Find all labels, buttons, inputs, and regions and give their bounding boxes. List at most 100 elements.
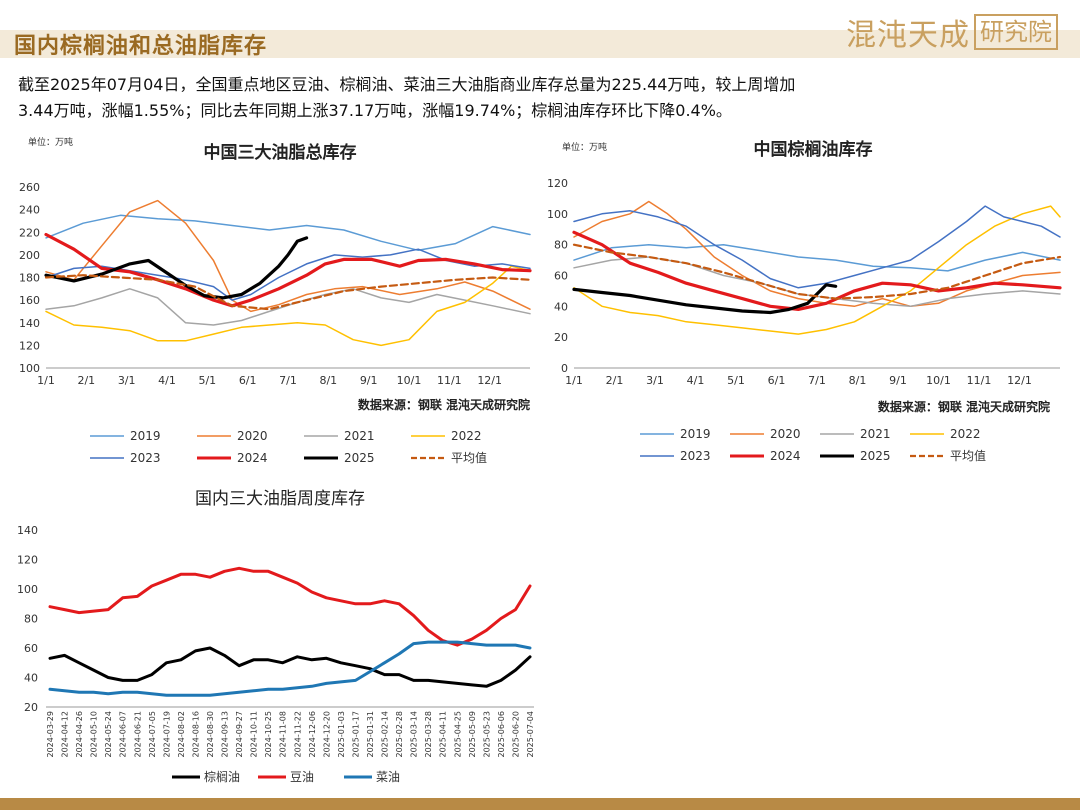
- data-source: 数据来源：钢联 混沌天成研究院: [878, 399, 1050, 414]
- series-line-avg: [572, 243, 1062, 300]
- y-tick-label: 220: [19, 226, 40, 239]
- legend-label: 平均值: [950, 448, 986, 463]
- x-tick-label: 2024-11-08: [279, 711, 288, 758]
- x-tick-label: 4/1: [158, 374, 176, 387]
- y-tick-label: 200: [19, 249, 40, 262]
- page-header: 国内棕榈油和总油脂库存 混沌天成 研究院: [0, 0, 1080, 62]
- legend-label: 2019: [680, 427, 711, 441]
- x-tick-label: 2/1: [606, 374, 624, 387]
- summary-text: 截至2025年07月04日，全国重点地区豆油、棕榈油、菜油三大油脂商业库存总量为…: [18, 72, 1068, 124]
- x-tick-label: 11/1: [967, 374, 992, 387]
- x-tick-label: 8/1: [849, 374, 867, 387]
- legend-label: 2024: [237, 451, 268, 465]
- series-line-2024: [572, 230, 1062, 311]
- x-tick-label: 2025-01-17: [351, 711, 360, 758]
- x-tick-label: 12/1: [1007, 374, 1032, 387]
- x-tick-label: 2024-07-05: [148, 711, 157, 758]
- y-tick-label: 100: [17, 583, 38, 596]
- legend-label: 平均值: [451, 450, 487, 465]
- x-tick-label: 7/1: [808, 374, 826, 387]
- x-tick-label: 2024-12-06: [308, 711, 317, 758]
- y-tick-label: 180: [19, 272, 40, 285]
- y-tick-label: 80: [554, 239, 568, 252]
- y-tick-label: 100: [19, 362, 40, 375]
- data-source: 数据来源：钢联 混沌天成研究院: [358, 397, 530, 412]
- series-line-avg: [44, 274, 532, 311]
- palm-oil-inventory-chart: 中国棕榈油库存 单位：万吨 0 20 40 60 80 100 120 1/1 2/1 3/1 4/1 5…: [547, 139, 1062, 463]
- x-tick-label: 2/1: [77, 374, 95, 387]
- y-tick-label: 20: [554, 331, 568, 344]
- x-tick-label: 2025-07-04: [526, 711, 535, 758]
- legend-label: 菜油: [376, 770, 400, 784]
- series-line-2025: [44, 236, 309, 300]
- company-logo: 混沌天成 研究院: [846, 12, 1058, 53]
- legend-label: 2020: [237, 429, 268, 443]
- x-tick-label: 2025-05-09: [468, 711, 477, 758]
- unit-label: 单位：万吨: [562, 141, 607, 153]
- x-tick-label: 7/1: [279, 374, 297, 387]
- x-tick-label: 9/1: [889, 374, 907, 387]
- legend-label: 2025: [860, 449, 891, 463]
- x-tick-label: 2024-06-07: [119, 711, 128, 758]
- x-tick-label: 2024-06-21: [133, 711, 142, 758]
- legend-label: 豆油: [290, 770, 314, 784]
- unit-label: 单位：万吨: [28, 136, 73, 148]
- x-tick-label: 2024-08-30: [206, 711, 215, 758]
- y-tick-label: 20: [24, 701, 38, 714]
- footer-bar: [0, 798, 1080, 810]
- y-tick-label: 240: [19, 204, 40, 217]
- legend-label: 2024: [770, 449, 801, 463]
- legend-label: 2019: [130, 429, 161, 443]
- x-tick-label: 6/1: [768, 374, 786, 387]
- x-tick-label: 3/1: [646, 374, 664, 387]
- chart-title: 中国棕榈油库存: [754, 139, 873, 160]
- chart-title: 中国三大油脂总库存: [204, 142, 357, 163]
- x-tick-label: 2024-05-10: [90, 711, 99, 758]
- x-tick-label: 2024-11-22: [293, 711, 302, 758]
- weekly-inventory-chart: 国内三大油脂周度库存 20 40 60 80 100 120 140 2024-03-29 202…: [17, 489, 535, 784]
- legend-label: 2020: [770, 427, 801, 441]
- y-tick-label: 60: [24, 642, 38, 655]
- x-tick-label: 2024-05-24: [104, 711, 113, 758]
- x-tick-label: 2024-09-13: [221, 711, 230, 758]
- x-tick-label: 2025-02-14: [381, 711, 390, 758]
- x-tick-label: 2025-03-14: [410, 711, 419, 758]
- x-tick-label: 2024-10-25: [264, 711, 273, 758]
- x-tick-label: 1/1: [37, 374, 55, 387]
- x-tick-label: 5/1: [727, 374, 745, 387]
- legend-label: 2021: [860, 427, 891, 441]
- y-tick-label: 100: [547, 208, 568, 221]
- x-tick-label: 1/1: [565, 374, 583, 387]
- total-inventory-chart: 中国三大油脂总库存 单位：万吨 100 120 140 160 180 200 220 240 26…: [19, 136, 532, 465]
- x-tick-label: 2025-04-25: [453, 711, 462, 758]
- y-tick-label: 120: [17, 554, 38, 567]
- y-tick-label: 140: [17, 524, 38, 537]
- legend-label: 2023: [130, 451, 161, 465]
- series-line-2022: [573, 205, 1061, 335]
- x-tick-label: 4/1: [687, 374, 705, 387]
- x-tick-label: 2024-09-27: [235, 711, 244, 758]
- page-title: 国内棕榈油和总油脂库存: [14, 33, 268, 59]
- x-tick-label: 6/1: [239, 374, 257, 387]
- x-tick-label: 2025-01-03: [337, 711, 346, 758]
- y-tick-label: 40: [24, 672, 38, 685]
- x-tick-label: 2024-04-12: [61, 711, 70, 758]
- y-tick-label: 60: [554, 270, 568, 283]
- y-tick-label: 40: [554, 300, 568, 313]
- x-tick-label: 2025-06-06: [497, 711, 506, 758]
- y-tick-label: 160: [19, 294, 40, 307]
- chart-title: 国内三大油脂周度库存: [195, 489, 365, 509]
- x-tick-label: 9/1: [360, 374, 378, 387]
- x-tick-label: 2024-04-26: [75, 711, 84, 758]
- title-bar: [0, 30, 1080, 58]
- x-tick-label: 2024-10-11: [250, 711, 259, 758]
- x-tick-label: 2025-02-28: [395, 711, 404, 758]
- x-tick-label: 11/1: [437, 374, 462, 387]
- x-tick-label: 10/1: [397, 374, 422, 387]
- x-tick-label: 12/1: [477, 374, 502, 387]
- x-tick-label: 2025-01-31: [366, 711, 375, 758]
- legend-label: 2021: [344, 429, 375, 443]
- legend-label: 2025: [344, 451, 375, 465]
- series-line-2022: [45, 265, 531, 347]
- series-line-soy: [48, 566, 532, 647]
